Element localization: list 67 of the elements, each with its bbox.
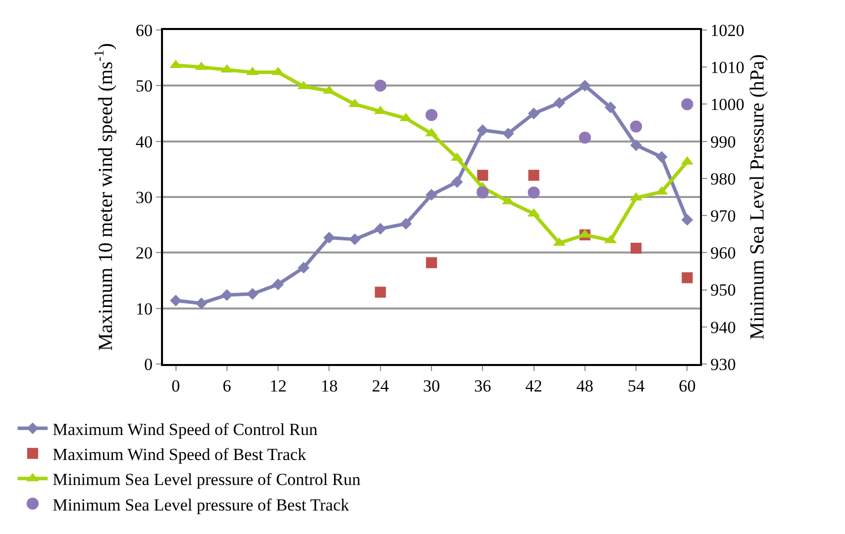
y2-axis-title: Minimum Sea Level Pressure (hPa) <box>746 54 768 340</box>
point <box>630 242 642 254</box>
point <box>554 97 566 109</box>
legend-label: Maximum Wind Speed of Best Track <box>52 445 307 464</box>
y-tick-label: 0 <box>144 354 153 374</box>
point <box>579 80 591 92</box>
x-tick-label: 18 <box>320 376 338 396</box>
y2-tick-label: 980 <box>710 169 736 188</box>
x-tick-label: 42 <box>525 376 542 396</box>
point <box>170 294 182 306</box>
point <box>528 186 540 199</box>
x-tick-label: 30 <box>423 376 440 396</box>
point <box>476 124 488 136</box>
point <box>426 188 438 201</box>
point <box>400 218 412 230</box>
y-tick-label: 30 <box>136 188 153 207</box>
point <box>630 120 642 132</box>
y2-tick-label: 940 <box>710 318 736 337</box>
point <box>502 128 514 140</box>
point <box>374 80 386 92</box>
point <box>196 297 208 310</box>
y-tick-label: 40 <box>136 132 153 152</box>
x-tick-label: 54 <box>628 376 646 396</box>
point <box>528 108 540 120</box>
x-tick-label: 36 <box>474 376 492 396</box>
point <box>630 139 642 152</box>
point <box>656 151 668 163</box>
point <box>682 272 693 284</box>
y2-tick-label: 1010 <box>710 58 744 78</box>
x-tick-label: 24 <box>372 376 390 396</box>
point <box>477 170 488 181</box>
y-tick-label: 60 <box>136 20 153 40</box>
y2-tick-label: 960 <box>710 244 736 263</box>
point <box>681 214 694 226</box>
point <box>681 98 694 110</box>
point <box>528 170 540 181</box>
x-tick-label: 0 <box>172 376 180 396</box>
y2-tick-label: 990 <box>710 132 736 152</box>
point <box>604 102 616 114</box>
point <box>221 289 233 301</box>
y2-tick-label: 1020 <box>710 20 744 40</box>
y-tick-label: 10 <box>136 299 153 318</box>
x-tick-label: 48 <box>576 376 594 396</box>
point <box>426 257 437 268</box>
point <box>272 278 284 290</box>
point <box>374 286 386 298</box>
y2-tick-label: 950 <box>710 280 736 300</box>
legend-label: Minimum Sea Level pressure of Best Track <box>52 495 350 514</box>
point <box>246 288 258 300</box>
legend-label: Maximum Wind Speed of Control Run <box>52 420 318 439</box>
point <box>323 232 336 244</box>
point <box>578 132 591 144</box>
y2-tick-label: 970 <box>710 206 736 226</box>
point <box>476 186 489 199</box>
x-tick-label: 12 <box>270 376 287 396</box>
y-tick-label: 50 <box>136 76 153 96</box>
y2-tick-label: 1000 <box>710 95 744 114</box>
point <box>374 222 386 235</box>
x-tick-label: 60 <box>678 376 696 396</box>
legend-label: Minimum Sea Level pressure of Control Run <box>52 470 361 490</box>
point <box>426 108 438 121</box>
y2-tick-label: 930 <box>710 354 736 374</box>
x-tick-label: 6 <box>222 376 232 396</box>
point <box>348 233 361 246</box>
y-tick-label: 20 <box>136 244 153 263</box>
point <box>451 176 463 188</box>
point <box>298 262 310 274</box>
